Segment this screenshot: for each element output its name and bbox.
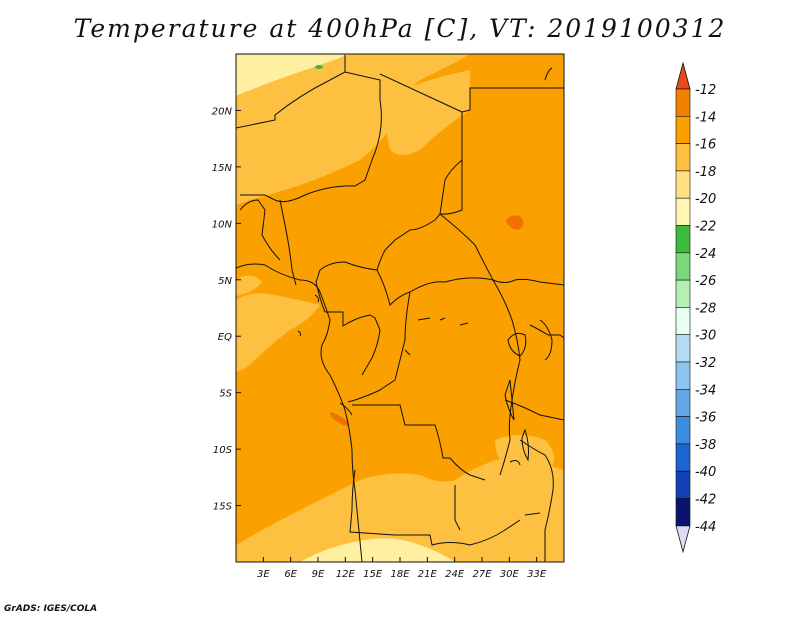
lat-tick-label: 15S <box>213 502 233 513</box>
lon-tick-label: 6E <box>284 569 297 580</box>
border-angola <box>352 404 486 481</box>
colorbar-segment <box>675 388 691 417</box>
colorbar-level-label: -40 <box>695 465 716 480</box>
colorbar-segment <box>675 307 691 335</box>
lon-tick-label: 30E <box>500 569 520 580</box>
colorbar-level-label: -22 <box>695 220 716 235</box>
border-cameroon <box>315 261 378 313</box>
lon-tick-label: 15E <box>363 569 383 580</box>
colorbar-level-label: -18 <box>695 165 716 180</box>
colorbar-level-label: -42 <box>695 493 716 508</box>
border-mozambique <box>519 439 554 562</box>
colorbar-level-label: -30 <box>695 329 716 344</box>
lake-cahora <box>524 512 541 516</box>
border-uganda-kenya <box>529 324 564 339</box>
colorbar-level-label: -38 <box>695 438 716 453</box>
colorbar-level-label: -36 <box>695 411 716 426</box>
colorbar-level-label: -26 <box>695 274 716 289</box>
border-namibia-zambia <box>349 469 521 546</box>
lake-victoria <box>507 332 527 357</box>
field-light-sahara <box>380 70 470 155</box>
border-west-sahel <box>236 71 382 203</box>
colorbar-segment <box>675 361 691 390</box>
border-ghana <box>279 199 297 286</box>
lake-tanganyika <box>504 379 515 421</box>
field-light-north <box>236 54 470 205</box>
lon-tick-label: 12E <box>336 569 356 580</box>
field-green-spot <box>315 65 323 69</box>
border-zambia-west <box>454 485 461 531</box>
colorbar: -12 -14 -16 -18 -20 -22 -24 -26 -28 -30 -32 -34 -36 -… <box>675 61 716 554</box>
colorbar-segment <box>675 225 691 254</box>
map-title: Temperature at 400hPa [C], VT: 201910031… <box>73 14 727 43</box>
colorbar-segment <box>675 143 691 172</box>
colorbar-segment <box>675 252 691 281</box>
colorbar-segment <box>675 470 691 499</box>
colorbar-bottom-arrow <box>675 525 691 554</box>
colorbar-top-arrow <box>675 61 691 90</box>
colorbar-level-label: -14 <box>695 110 716 125</box>
colorbar-segment <box>675 334 691 363</box>
colorbar-segment <box>675 116 691 144</box>
border-tanzania <box>504 399 564 421</box>
lat-tick-label: 10N <box>212 219 233 230</box>
lat-tick-label: 5N <box>218 276 232 287</box>
border-drc-west <box>347 291 411 403</box>
lon-tick-label: 21E <box>418 569 438 580</box>
coastline-atlantic <box>236 263 363 562</box>
colorbar-level-label: -32 <box>695 356 716 371</box>
border-guinea <box>239 199 281 261</box>
longitude-axis: 3E 6E 9E 12E 15E 18E 21E 24E 27E 30E 33E <box>257 557 547 580</box>
country-borders <box>236 54 564 562</box>
colorbar-segment <box>675 170 691 199</box>
colorbar-level-label: -24 <box>695 247 716 262</box>
latitude-axis: 20N 15N 10N 5N EQ 5S 10S 15S <box>212 106 241 513</box>
border-libya-egypt <box>461 87 564 113</box>
lat-tick-label: EQ <box>218 332 232 343</box>
field-pale-north <box>236 54 350 96</box>
islands <box>297 294 320 337</box>
colorbar-segment <box>675 197 691 226</box>
lat-tick-label: 20N <box>212 106 233 117</box>
colorbar-level-label: -34 <box>695 383 716 398</box>
lon-tick-label: 3E <box>257 569 270 580</box>
lake-malawi <box>521 428 530 462</box>
lon-tick-label: 9E <box>312 569 325 580</box>
colorbar-segment <box>675 443 691 472</box>
lake-kariba <box>509 460 521 466</box>
lat-tick-label: 10S <box>213 445 233 456</box>
field-light-south <box>236 457 564 562</box>
colorbar-segment <box>675 88 691 117</box>
border-drc-east <box>492 279 521 476</box>
lon-tick-label: 18E <box>390 569 410 580</box>
field-dark-patch-east <box>506 215 524 230</box>
border-chad <box>376 73 463 271</box>
colorbar-segment <box>675 416 691 445</box>
credit-text: GrADS: IGES/COLA <box>4 604 98 614</box>
colorbar-segment <box>675 498 691 527</box>
border-congo <box>325 311 381 376</box>
field-pale-south <box>300 538 455 562</box>
colorbar-level-label: -28 <box>695 301 716 316</box>
colorbar-level-label: -12 <box>695 83 716 98</box>
river-segments <box>404 317 469 356</box>
field-dark-patch-angola <box>330 412 350 426</box>
lon-tick-label: 27E <box>472 569 492 580</box>
lake-turkana <box>539 319 553 361</box>
colorbar-level-label: -20 <box>695 192 716 207</box>
colorbar-segment <box>675 279 691 308</box>
field-light-gulf <box>236 275 262 296</box>
lon-tick-label: 24E <box>445 569 465 580</box>
lat-tick-label: 5S <box>219 389 232 400</box>
colorbar-level-label: -44 <box>695 520 716 535</box>
colorbar-level-label: -16 <box>695 138 716 153</box>
border-sudan-west <box>439 159 463 215</box>
lon-tick-label: 33E <box>527 569 547 580</box>
gulf-sinai <box>544 67 553 81</box>
temperature-field <box>236 54 564 562</box>
field-light-atlantic <box>236 293 320 372</box>
lat-tick-label: 15N <box>212 163 233 174</box>
coastline-angola <box>339 402 353 416</box>
